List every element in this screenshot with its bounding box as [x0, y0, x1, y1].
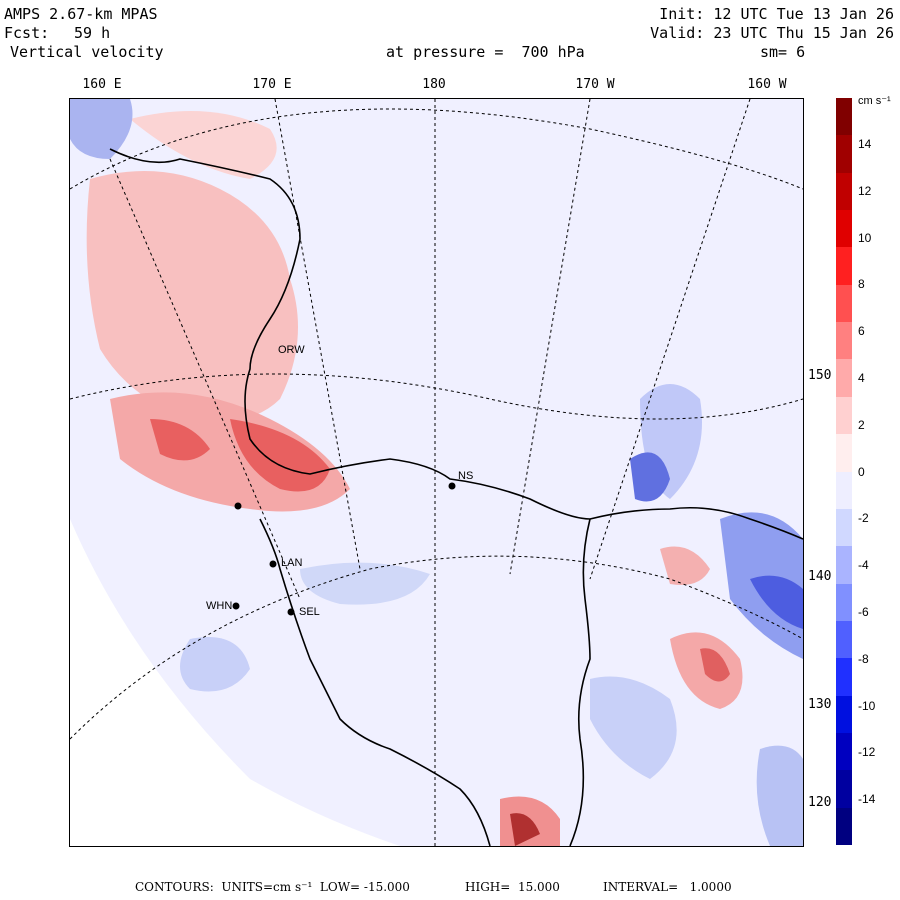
- lon-label-170e: 170 E: [252, 77, 292, 92]
- colorbar-tick-label: 12: [858, 183, 872, 198]
- colorbar-block: [836, 770, 852, 809]
- colorbar-tick-label: 4: [858, 371, 865, 385]
- colorbar-block: [836, 583, 852, 622]
- colorbar-block: [836, 98, 852, 136]
- colorbar-block: [836, 620, 852, 659]
- negative-velocity-regions: [70, 99, 803, 846]
- positive-velocity-regions: [86, 111, 743, 846]
- colorbar-block: [836, 396, 852, 435]
- station-dots: [232, 482, 456, 616]
- map-svg: [70, 99, 803, 846]
- colorbar-block: [836, 247, 852, 286]
- colorbar-tick-label: 2: [858, 417, 865, 432]
- colorbar-tick-label: -14: [858, 792, 876, 807]
- footer-contours: CONTOURS: UNITS=cm s⁻¹ LOW= -15.000: [135, 880, 410, 894]
- colorbar-tick-label: -8: [858, 651, 869, 666]
- colorbar-tick-label: 6: [858, 324, 865, 339]
- colorbar-block: [836, 471, 852, 510]
- valid-time: Valid: 23 UTC Thu 15 Jan 26: [650, 24, 894, 42]
- colorbar-block: [836, 732, 852, 771]
- footer-interval: INTERVAL= 1.0000: [603, 880, 732, 894]
- colorbar-block: [836, 210, 852, 248]
- colorbar: [836, 98, 852, 846]
- colorbar-tick-label: 8: [858, 277, 865, 292]
- colorbar-tick-label: -4: [858, 558, 869, 573]
- colorbar-block: [836, 135, 852, 174]
- pressure-level: at pressure = 700 hPa: [386, 43, 585, 61]
- colorbar-block: [836, 508, 852, 547]
- colorbar-block: [836, 359, 852, 398]
- field-name: Vertical velocity: [10, 43, 164, 61]
- colorbar-block: [836, 695, 852, 734]
- lon-label-180: 180: [422, 77, 446, 92]
- colorbar-units: cm s⁻¹: [858, 95, 891, 107]
- ice-sheet-region: [70, 519, 400, 846]
- footer-high: HIGH= 15.000: [465, 880, 560, 894]
- graticule: [70, 99, 803, 846]
- colorbar-tick-label: 14: [858, 137, 872, 151]
- colorbar-tick-label: -2: [858, 511, 869, 526]
- colorbar-tick-label: 0: [858, 464, 865, 479]
- model-title: AMPS 2.67-km MPAS: [4, 5, 158, 23]
- station-label-sel: SEL: [299, 606, 320, 618]
- lon-label-160w: 160 W: [747, 77, 787, 92]
- station-label-ns: NS: [458, 470, 474, 482]
- station-label-orw: ORW: [278, 344, 305, 356]
- colorbar-block: [836, 434, 852, 472]
- init-time: Init: 12 UTC Tue 13 Jan 26: [659, 5, 894, 23]
- smoothing-value: sm= 6: [760, 43, 806, 61]
- forecast-hour: 59 h: [74, 24, 111, 42]
- lon-label-160e: 160 E: [82, 77, 122, 92]
- colorbar-block: [836, 172, 852, 211]
- forecast-label: Fcst:: [4, 24, 50, 42]
- coastline: [109, 148, 803, 846]
- colorbar-block: [836, 546, 852, 585]
- colorbar-block: [836, 284, 852, 323]
- station-label-whn: WHN: [206, 600, 233, 612]
- colorbar-block: [836, 322, 852, 360]
- colorbar-tick-label: -10: [858, 698, 876, 713]
- colorbar-tick-label: -12: [858, 745, 876, 760]
- station-label-lan: LAN: [281, 557, 303, 569]
- colorbar-block: [836, 807, 852, 846]
- colorbar-block: [836, 658, 852, 697]
- colorbar-tick-label: -6: [858, 605, 869, 619]
- lon-label-170w: 170 W: [575, 77, 615, 92]
- map-panel[interactable]: [69, 98, 804, 847]
- colorbar-tick-label: 10: [858, 230, 872, 245]
